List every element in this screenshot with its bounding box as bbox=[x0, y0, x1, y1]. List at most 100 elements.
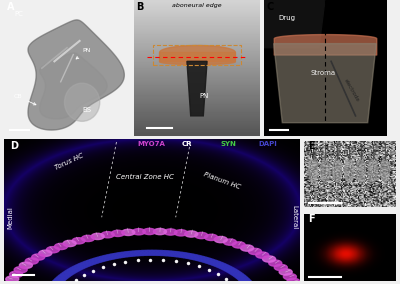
Circle shape bbox=[262, 256, 276, 262]
Text: Torus HC: Torus HC bbox=[54, 153, 85, 172]
Circle shape bbox=[181, 253, 192, 258]
Circle shape bbox=[46, 247, 60, 253]
Circle shape bbox=[132, 229, 145, 235]
Circle shape bbox=[167, 251, 178, 256]
Circle shape bbox=[72, 238, 85, 244]
Circle shape bbox=[58, 274, 69, 279]
Circle shape bbox=[70, 267, 80, 272]
Circle shape bbox=[89, 259, 100, 264]
Circle shape bbox=[248, 248, 262, 254]
Circle shape bbox=[164, 229, 177, 235]
Circle shape bbox=[213, 262, 224, 267]
Circle shape bbox=[192, 255, 202, 260]
Ellipse shape bbox=[320, 159, 330, 182]
Circle shape bbox=[224, 267, 234, 272]
Circle shape bbox=[3, 281, 16, 284]
Ellipse shape bbox=[356, 159, 366, 182]
Text: Drug: Drug bbox=[279, 15, 296, 22]
Circle shape bbox=[201, 258, 212, 263]
Circle shape bbox=[232, 242, 245, 248]
Circle shape bbox=[109, 254, 119, 259]
Circle shape bbox=[185, 231, 198, 237]
Circle shape bbox=[256, 252, 269, 258]
Polygon shape bbox=[40, 53, 107, 119]
Circle shape bbox=[244, 283, 255, 284]
Circle shape bbox=[52, 280, 62, 284]
Circle shape bbox=[6, 276, 19, 282]
Circle shape bbox=[32, 254, 45, 260]
Polygon shape bbox=[28, 20, 124, 130]
Circle shape bbox=[239, 277, 249, 282]
Text: electrode: electrode bbox=[343, 78, 360, 103]
Text: D: D bbox=[10, 141, 18, 151]
Ellipse shape bbox=[332, 159, 342, 182]
Circle shape bbox=[39, 250, 52, 256]
Ellipse shape bbox=[368, 159, 378, 182]
Circle shape bbox=[74, 264, 85, 269]
Text: Medial: Medial bbox=[7, 206, 13, 229]
Circle shape bbox=[210, 261, 221, 266]
Circle shape bbox=[98, 256, 109, 261]
Circle shape bbox=[54, 243, 68, 250]
Circle shape bbox=[178, 252, 188, 258]
Circle shape bbox=[143, 228, 156, 235]
Circle shape bbox=[231, 271, 242, 276]
Circle shape bbox=[14, 267, 27, 273]
Circle shape bbox=[122, 229, 135, 235]
Text: F: F bbox=[308, 214, 314, 224]
Circle shape bbox=[83, 261, 94, 266]
Circle shape bbox=[224, 239, 236, 245]
Circle shape bbox=[170, 252, 181, 257]
Circle shape bbox=[130, 251, 141, 256]
Circle shape bbox=[216, 263, 227, 268]
Text: DAPI: DAPI bbox=[258, 141, 277, 147]
Circle shape bbox=[50, 282, 61, 284]
Circle shape bbox=[198, 257, 209, 262]
Circle shape bbox=[77, 263, 88, 268]
Circle shape bbox=[243, 282, 254, 284]
Circle shape bbox=[49, 283, 60, 284]
Circle shape bbox=[119, 252, 130, 257]
Text: A: A bbox=[6, 1, 14, 12]
Text: PC: PC bbox=[14, 11, 23, 17]
Circle shape bbox=[145, 250, 156, 255]
Circle shape bbox=[80, 262, 91, 267]
Circle shape bbox=[126, 251, 137, 256]
Circle shape bbox=[141, 250, 152, 255]
Circle shape bbox=[95, 257, 106, 262]
Text: MYO7A: MYO7A bbox=[137, 141, 165, 147]
Circle shape bbox=[233, 272, 244, 277]
Circle shape bbox=[19, 262, 32, 268]
Text: aboneural edge: aboneural edge bbox=[172, 3, 222, 8]
Circle shape bbox=[123, 252, 134, 257]
Circle shape bbox=[112, 253, 123, 258]
Polygon shape bbox=[264, 0, 325, 48]
Circle shape bbox=[101, 231, 114, 238]
Circle shape bbox=[62, 271, 73, 276]
Text: PN: PN bbox=[76, 48, 90, 59]
Circle shape bbox=[274, 264, 287, 271]
Circle shape bbox=[283, 273, 296, 280]
Circle shape bbox=[91, 233, 104, 239]
Circle shape bbox=[53, 279, 64, 284]
Circle shape bbox=[134, 250, 144, 256]
Text: B: B bbox=[136, 1, 144, 12]
Polygon shape bbox=[187, 61, 207, 116]
Circle shape bbox=[86, 260, 97, 265]
Circle shape bbox=[240, 279, 251, 284]
Circle shape bbox=[219, 264, 230, 269]
Circle shape bbox=[226, 268, 237, 273]
Circle shape bbox=[152, 250, 163, 255]
Circle shape bbox=[72, 266, 83, 271]
Circle shape bbox=[64, 83, 100, 121]
Circle shape bbox=[204, 259, 215, 264]
Circle shape bbox=[92, 258, 103, 263]
Circle shape bbox=[269, 260, 282, 266]
Text: Central Zone HC: Central Zone HC bbox=[116, 174, 174, 180]
Circle shape bbox=[205, 234, 218, 241]
Circle shape bbox=[63, 240, 76, 247]
Circle shape bbox=[163, 251, 174, 256]
Circle shape bbox=[235, 274, 246, 279]
Circle shape bbox=[188, 254, 199, 260]
Circle shape bbox=[229, 270, 239, 275]
